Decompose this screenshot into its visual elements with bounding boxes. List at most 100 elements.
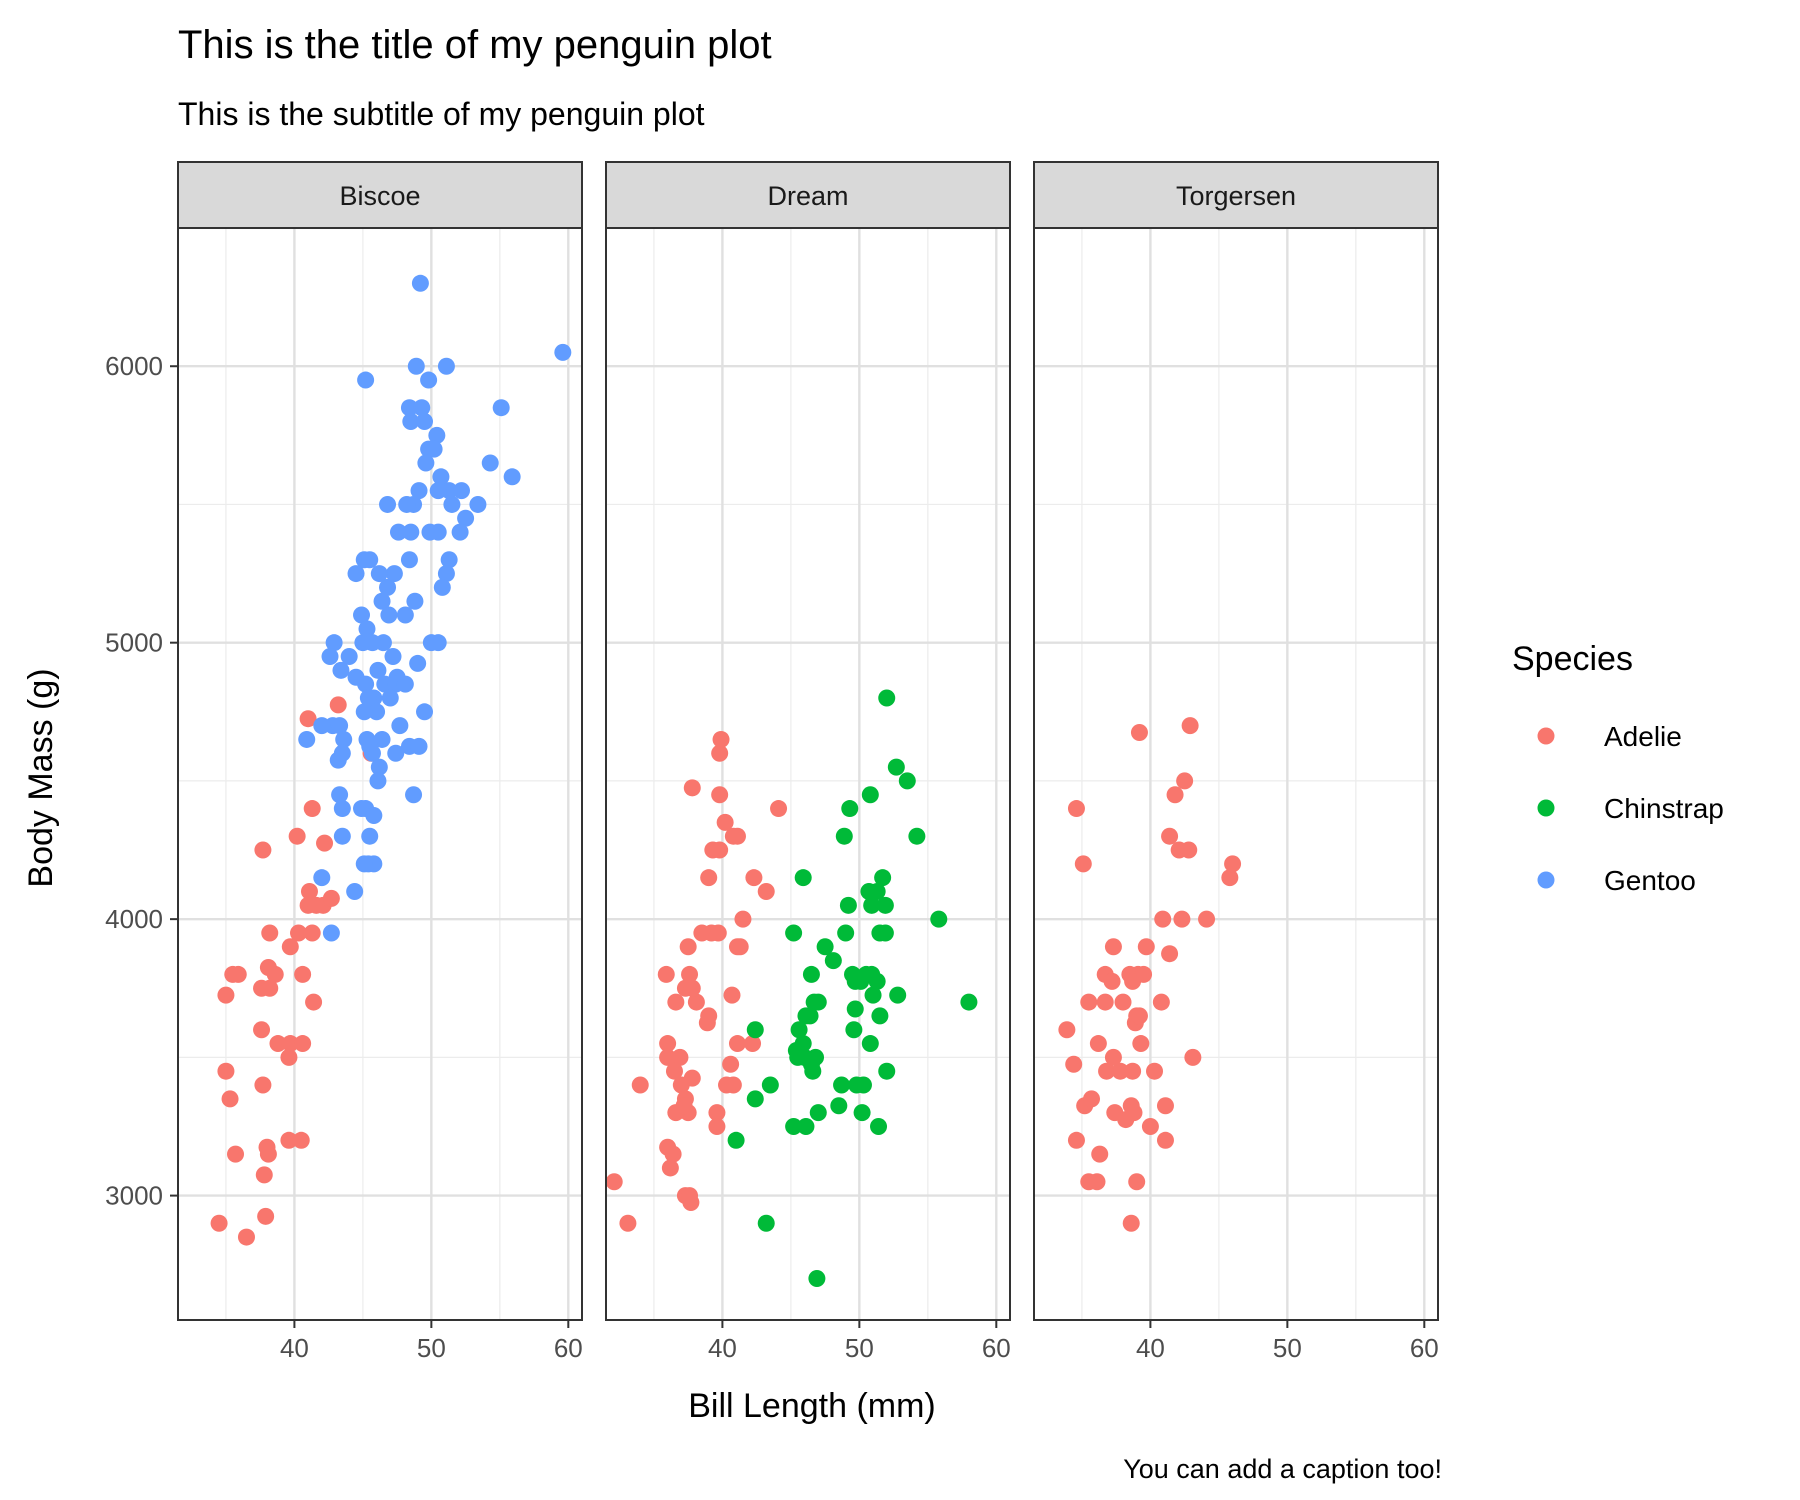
- x-tick-label: 60: [554, 1333, 583, 1363]
- data-point: [722, 1055, 740, 1073]
- data-point: [1180, 841, 1198, 859]
- data-point: [878, 1062, 896, 1080]
- data-point: [659, 1048, 677, 1066]
- facet-panel-dream: Dream: [605, 161, 1011, 1321]
- data-point: [683, 979, 701, 997]
- data-point: [835, 827, 853, 845]
- data-point: [1166, 786, 1184, 804]
- data-point: [824, 952, 842, 970]
- data-point: [659, 1035, 677, 1053]
- legend-title: Species: [1512, 640, 1633, 678]
- data-point: [809, 993, 827, 1011]
- data-point: [369, 772, 387, 790]
- data-point: [417, 454, 435, 472]
- data-point: [854, 1076, 872, 1094]
- data-point: [797, 1117, 815, 1135]
- data-point: [712, 730, 730, 748]
- panel-background: [606, 228, 1010, 1320]
- data-point: [876, 924, 894, 942]
- data-point: [335, 730, 353, 748]
- data-point: [700, 869, 718, 887]
- facet-strip: [605, 161, 1011, 229]
- data-point: [405, 786, 423, 804]
- x-tick-label: 50: [1273, 1333, 1302, 1363]
- data-point: [237, 1228, 255, 1246]
- x-axis-label: Bill Length (mm): [688, 1387, 936, 1425]
- data-point: [355, 703, 373, 721]
- data-point: [469, 495, 487, 513]
- data-point: [830, 1097, 848, 1115]
- data-point: [683, 1069, 701, 1087]
- data-point: [313, 869, 331, 887]
- data-point: [709, 924, 727, 942]
- legend: Adelie Chinstrap Gentoo: [1537, 721, 1724, 896]
- data-point: [1125, 1104, 1143, 1122]
- data-point: [257, 1207, 275, 1225]
- data-point: [631, 1076, 649, 1094]
- legend-marker: [1537, 799, 1555, 817]
- data-point: [728, 1035, 746, 1053]
- data-point: [258, 1138, 276, 1156]
- data-point: [960, 993, 978, 1011]
- data-point: [359, 689, 377, 707]
- data-point: [400, 551, 418, 569]
- data-point: [1067, 800, 1085, 818]
- data-point: [292, 1131, 310, 1149]
- data-point: [746, 1021, 764, 1039]
- data-point: [370, 565, 388, 583]
- data-point: [361, 551, 379, 569]
- data-point: [665, 1062, 683, 1080]
- data-point: [333, 827, 351, 845]
- data-point: [300, 882, 318, 900]
- data-point: [930, 910, 948, 928]
- data-point: [797, 1007, 815, 1025]
- data-point: [605, 1173, 623, 1191]
- data-point: [790, 1021, 808, 1039]
- data-point: [373, 730, 391, 748]
- data-point: [1198, 910, 1216, 928]
- data-point: [303, 924, 321, 942]
- data-point: [379, 578, 397, 596]
- y-tick-label: 4000: [105, 904, 163, 934]
- data-point: [410, 737, 428, 755]
- data-point: [389, 523, 407, 541]
- data-point: [661, 1159, 679, 1177]
- data-point: [868, 882, 886, 900]
- data-point: [1161, 827, 1179, 845]
- data-point: [363, 744, 381, 762]
- facet-strip-label: Biscoe: [339, 181, 420, 211]
- data-point: [406, 592, 424, 610]
- x-tick-label: 60: [1410, 1333, 1439, 1363]
- data-point: [373, 592, 391, 610]
- data-point: [878, 689, 896, 707]
- data-point: [816, 938, 834, 956]
- data-point: [682, 1194, 700, 1212]
- data-point: [217, 986, 235, 1004]
- data-point: [433, 578, 451, 596]
- data-point: [619, 1214, 637, 1232]
- data-point: [728, 938, 746, 956]
- data-point: [331, 717, 349, 735]
- data-point: [681, 965, 699, 983]
- chart-caption: You can add a caption too!: [1123, 1454, 1442, 1484]
- data-point: [1104, 1048, 1122, 1066]
- data-point: [1130, 1007, 1148, 1025]
- data-point: [1128, 1173, 1146, 1191]
- data-point: [481, 454, 499, 472]
- data-point: [261, 979, 279, 997]
- data-point: [802, 965, 820, 983]
- data-point: [1137, 938, 1155, 956]
- data-point: [353, 606, 371, 624]
- y-tick-label: 3000: [105, 1181, 163, 1211]
- data-point: [1083, 1090, 1101, 1108]
- data-point: [870, 1117, 888, 1135]
- chart-subtitle: This is the subtitle of my penguin plot: [178, 96, 705, 132]
- data-point: [1114, 993, 1132, 1011]
- data-point: [1122, 1214, 1140, 1232]
- data-point: [796, 1048, 814, 1066]
- data-point: [861, 1035, 879, 1053]
- data-point: [861, 786, 879, 804]
- data-point: [227, 1145, 245, 1163]
- data-point: [1176, 772, 1194, 790]
